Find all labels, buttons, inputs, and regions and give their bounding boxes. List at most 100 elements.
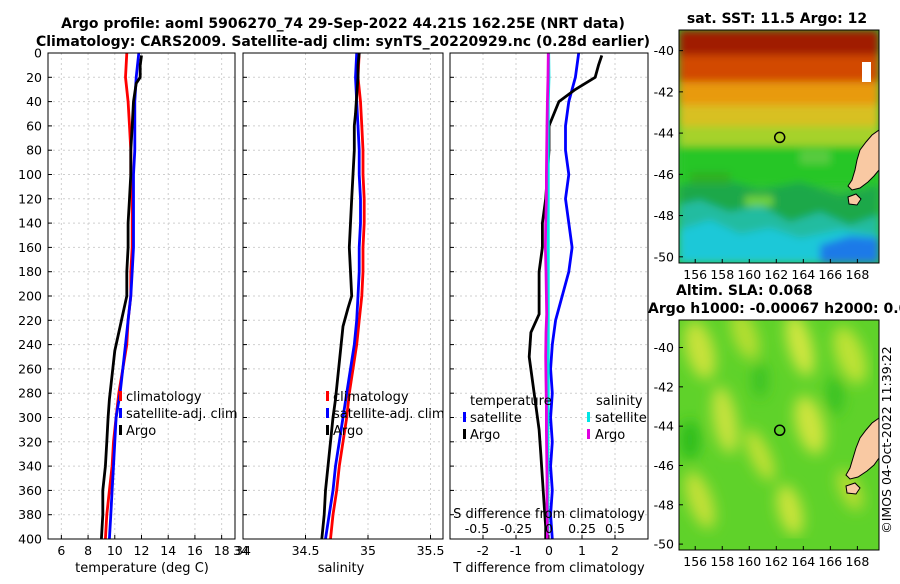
sla-map-title-line1: Altim. SLA: 0.068 [676,283,813,299]
sla-lat-tick-label: -42 [654,379,674,394]
difference-xtick-label: 2 [611,543,619,558]
depth-ytick-label: 320 [18,434,42,449]
sst-lon-tick-label: 168 [845,267,869,282]
depth-ytick-label: 40 [26,94,42,109]
depth-ytick-label: 20 [26,70,42,85]
difference-xtick-label: -2 [477,543,489,558]
depth-ytick-label: 340 [18,459,42,474]
sla-lat-tick-label: -46 [654,458,674,473]
sla-land-stewart-island [845,482,861,495]
difference-series-t-satellite [549,52,581,540]
sst-lat-tick-label: -40 [654,43,674,58]
depth-ytick-label: 360 [18,483,42,498]
sst-lat-tick-label: -42 [654,84,674,99]
sla-lon-tick-label: 160 [737,554,761,569]
sst-missing-data-patch [862,62,871,82]
difference-legend-swatch [587,412,590,422]
salinity-xtick-label: 34 [233,543,249,558]
depth-ytick-label: 100 [18,167,42,182]
salinity-profile-panel: 34 34.5 35 35.534salinityclimatologysatelli… [233,52,445,576]
difference-s-tick-label: -0.5 [465,521,489,536]
sst-lat-tick-label: -46 [654,167,674,182]
sla-lat-tick-label: -40 [654,340,674,355]
sla-lon-tick-label: 166 [818,554,842,569]
sla-map: Altim. SLA: 0.068 Argo h1000: -0.00067 h… [648,283,900,569]
sst-lon-tick-label: 158 [710,267,734,282]
difference-legend-swatch [463,412,466,422]
sst-argo-position-marker [773,131,786,144]
difference-legend-swatch [463,429,466,439]
sst-map-title: sat. SST: 11.5 Argo: 12 [687,11,867,27]
difference-top-axis-label: S difference from climatology [453,507,645,522]
sla-lat-tick-label: -48 [654,497,674,512]
temperature-legend-label: satellite-adj. clim [126,407,238,422]
depth-ytick-label: 80 [26,143,42,158]
depth-ytick-label: 0 [34,46,42,61]
sla-lon-tick-label: 156 [683,554,707,569]
salinity-xtick-label: 35.5 [417,543,445,558]
difference-xtick-label: 1 [578,543,586,558]
salinity-series-satellite-adj-clim [324,52,362,540]
sla-argo-position-marker [773,424,786,437]
sla-land-south-island [845,417,879,480]
sst-field-pattern [679,30,879,263]
sst-lat-tick-label: -48 [654,208,674,223]
temperature-xtick-label: 8 [84,543,92,558]
depth-ytick-label: 400 [18,532,42,547]
sst-map-frame [678,29,880,264]
temperature-xtick-label: 10 [107,543,123,558]
difference-legend-label: Argo [595,428,625,443]
sst-lon-tick-label: 164 [791,267,815,282]
temperature-plot-background [48,53,235,539]
temperature-xtick-label: 6 [57,543,65,558]
temperature-xtick-label: 12 [134,543,150,558]
difference-legend-label: satellite [595,411,647,426]
sst-lon-tick-label: 156 [683,267,707,282]
temperature-legend-label: Argo [126,424,156,439]
depth-ytick-label: 280 [18,386,42,401]
salinity-legend-label: satellite-adj. clim [333,407,445,422]
sla-lon-tick-label: 158 [710,554,734,569]
imos-watermark: ©IMOS 04-Oct-2022 11:39:22 [879,346,894,534]
difference-legend-label: Argo [470,428,500,443]
temperature-xlabel: temperature (deg C) [75,561,209,576]
temperature-xtick-label: 16 [187,543,203,558]
salinity-legend-label: climatology [333,390,409,405]
depth-ytick-label: 160 [18,240,42,255]
salinity-xtick-label: 34 [235,543,251,558]
temperature-legend-swatch [119,391,122,401]
difference-legend-label: satellite [470,411,522,426]
temperature-legend-swatch [119,408,122,418]
salinity-xtick-label: 34.5 [292,543,320,558]
difference-legend-temperature-header: temperature [470,394,552,409]
salinity-xlabel: salinity [318,561,365,576]
sst-lon-tick-label: 162 [764,267,788,282]
sla-field-pattern [680,320,867,536]
sst-lon-tick-label: 160 [737,267,761,282]
depth-ytick-label: 60 [26,118,42,133]
temperature-profile-panel: 6 8 10 12 14 16 18 temperature (deg C) 0 20 40 60 80… [18,46,237,577]
depth-ytick-label: 300 [18,410,42,425]
difference-s-tick-label: -0.25 [500,521,532,536]
difference-series-t-argo [527,54,604,539]
difference-profile-panel: -2 -1 0 1 2 T difference from climatology temp… [449,52,649,576]
sst-lat-tick-label: -44 [654,126,674,141]
sla-lat-tick-label: -44 [654,419,674,434]
salinity-legend-swatch [326,425,329,435]
salinity-series-climatology [329,52,366,540]
depth-ytick-label: 380 [18,507,42,522]
sst-lat-tick-label: -50 [654,249,674,264]
salinity-legend-swatch [326,391,329,401]
sla-lon-tick-label: 168 [845,554,869,569]
difference-xtick-label: -1 [510,543,522,558]
temperature-series-satellite-adj-clim [108,52,141,540]
difference-xtick-label: 0 [545,543,553,558]
figure-title-line2: Climatology: CARS2009. Satellite-adj cli… [36,34,650,50]
salinity-series-argo [320,52,361,540]
depth-ytick-label: 260 [18,361,42,376]
difference-legend-swatch [587,429,590,439]
sla-lat-tick-label: -50 [654,537,674,552]
difference-legend-salinity-header: salinity [596,394,643,409]
sst-map-axes: 156 158 160 162 164 166 168 -40 -42 -44 -46 -48 -50 [654,43,870,282]
